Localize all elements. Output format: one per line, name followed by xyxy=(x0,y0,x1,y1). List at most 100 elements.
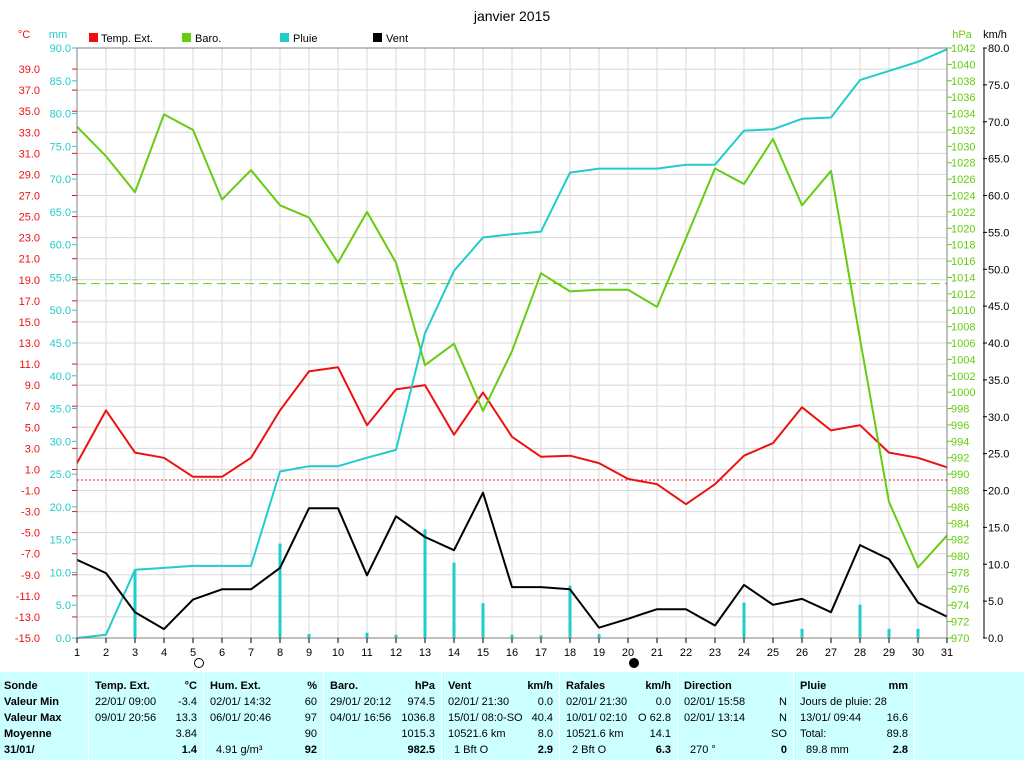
baro-tick-label: 1042 xyxy=(951,43,975,55)
temp-tick-label: 1.0 xyxy=(25,464,40,476)
baro-tick-label: 994 xyxy=(951,436,969,448)
baro-tick-label: 988 xyxy=(951,486,969,498)
temp-tick-label: -11.0 xyxy=(16,591,40,603)
vent-tick-label: 50.0 xyxy=(988,264,1009,276)
baro-tick-label: 1016 xyxy=(951,256,975,268)
col-labels: Sonde Valeur Min Valeur Max Moyenne 31/0… xyxy=(0,672,88,760)
baro-tick-label: 1014 xyxy=(951,272,975,284)
baro-axis: 970 972 974 976 978 980 982 984 986 988 990 992 994 9… xyxy=(947,43,975,645)
rafales-min: 0.0 xyxy=(655,696,671,708)
hum-moy: 90 xyxy=(304,728,317,740)
pluie-tick-label: 25.0 xyxy=(50,469,71,481)
pluie-tick-label: 45.0 xyxy=(50,338,71,350)
pluie-tick-label: 65.0 xyxy=(50,207,71,219)
temp-tick-label: 25.0 xyxy=(19,212,40,224)
pluie-tick-label: 5.0 xyxy=(56,600,71,612)
rain-bar xyxy=(510,634,514,638)
temp-tick-label: 31.0 xyxy=(19,148,40,160)
x-tick-label: 20 xyxy=(622,647,634,659)
vent-tick-label: 15.0 xyxy=(988,522,1009,534)
vent-tick-label: 45.0 xyxy=(988,301,1009,313)
temp-axis-unit: °C xyxy=(18,29,30,41)
baro-tick-label: 972 xyxy=(951,617,969,629)
temp-tick-label: 19.0 xyxy=(19,275,40,287)
baro-tick-label: 1024 xyxy=(951,191,975,203)
baro-min-date: 29/01/ 20:12 xyxy=(330,696,392,708)
vent-tick-label: 80.0 xyxy=(988,43,1009,55)
baro-tick-label: 996 xyxy=(951,420,969,432)
stats-table: Sonde Valeur Min Valeur Max Moyenne 31/0… xyxy=(0,672,1024,764)
dir-max: N xyxy=(779,712,787,724)
vent-axis: 0.0 5.0 10.0 15.0 20.0 25.0 30.0 35.0 40.0 45.0 50… xyxy=(983,43,1009,645)
vent-tick-label: 75.0 xyxy=(988,80,1009,92)
temp-max-date: 09/01/ 20:56 xyxy=(95,712,157,724)
pluie-title: Pluie xyxy=(800,680,827,692)
baro-tick-label: 992 xyxy=(951,453,969,465)
baro-current: 982.5 xyxy=(407,744,435,756)
pluie-tick-label: 60.0 xyxy=(50,240,71,252)
vent-title: Vent xyxy=(448,680,472,692)
hum-title: Hum. Ext. xyxy=(210,680,261,692)
rain-bar xyxy=(800,628,804,638)
label-sonde: Sonde xyxy=(4,680,38,692)
series-line-pluie xyxy=(76,48,948,639)
rain-bar xyxy=(394,634,398,638)
vent-tick-label: 55.0 xyxy=(988,227,1009,239)
baro-tick-label: 1026 xyxy=(951,174,975,186)
hum-max: 97 xyxy=(304,712,317,724)
vent-unit: km/h xyxy=(527,680,553,692)
baro-tick-label: 1022 xyxy=(951,207,975,219)
vent-tick-label: 40.0 xyxy=(988,338,1009,350)
temp-tick-label: 27.0 xyxy=(19,191,40,203)
rafales-current: 6.3 xyxy=(655,744,671,756)
rain-bar xyxy=(452,562,456,638)
moon-new-icon xyxy=(629,658,639,668)
moon-phases xyxy=(194,658,639,668)
pluie-tick-label: 70.0 xyxy=(50,174,71,186)
baro-max: 1036.8 xyxy=(401,712,435,724)
baro-tick-label: 1036 xyxy=(951,92,975,104)
baro-tick-label: 990 xyxy=(951,469,969,481)
baro-tick-label: 980 xyxy=(951,551,969,563)
baro-min: 974.5 xyxy=(407,696,435,708)
vent-tick-label: 25.0 xyxy=(988,449,1009,461)
vent-min: 0.0 xyxy=(537,696,553,708)
vent-beaufort: 1 Bft O xyxy=(454,744,489,756)
vent-tick-label: 70.0 xyxy=(988,117,1009,129)
x-tick-label: 15 xyxy=(477,647,489,659)
vent-axis-unit: km/h xyxy=(983,29,1007,41)
baro-tick-label: 1018 xyxy=(951,240,975,252)
pluie-tick-label: 85.0 xyxy=(50,76,71,88)
dir-max-date: 02/01/ 13:14 xyxy=(684,712,746,724)
temp-unit: °C xyxy=(184,680,197,692)
temp-tick-label: 15.0 xyxy=(19,317,40,329)
vent-tick-label: 5.0 xyxy=(988,596,1003,608)
x-tick-label: 30 xyxy=(912,647,924,659)
label-moy: Moyenne xyxy=(4,728,52,740)
x-tick-label: 31 xyxy=(941,647,953,659)
label-max: Valeur Max xyxy=(4,712,62,724)
temp-tick-label: -15.0 xyxy=(15,633,40,645)
hum-abs: 4.91 g/m³ xyxy=(216,744,263,756)
vent-min-date: 02/01/ 21:30 xyxy=(448,696,510,708)
x-tick-label: 27 xyxy=(825,647,837,659)
moon-full-icon xyxy=(194,658,204,668)
temp-max: 13.3 xyxy=(175,712,197,724)
rain-bar xyxy=(539,635,543,638)
vent-tick-label: 0.0 xyxy=(988,633,1003,645)
baro-tick-label: 978 xyxy=(951,567,969,579)
baro-tick-label: 1040 xyxy=(951,59,975,71)
x-tick-label: 13 xyxy=(419,647,431,659)
baro-tick-label: 1032 xyxy=(951,125,975,137)
temp-tick-label: 9.0 xyxy=(25,380,40,392)
dir-moy: SO xyxy=(771,728,787,740)
rafales-beaufort: 2 Bft O xyxy=(572,744,607,756)
rain-bar xyxy=(307,634,311,638)
dir-current: 0 xyxy=(780,744,787,756)
chart-title: janvier 2015 xyxy=(473,8,550,24)
vent-max: 40.4 xyxy=(531,712,553,724)
pluie-tick-label: 80.0 xyxy=(50,109,71,121)
rafales-max-date: 10/01/ 02:10 xyxy=(566,712,628,724)
legend-label-baro: Baro. xyxy=(195,33,221,45)
pluie-axis: 0.0 5.0 10.0 15.0 20.0 25.0 30.0 35.0 40.0 45.0 50… xyxy=(50,43,77,645)
